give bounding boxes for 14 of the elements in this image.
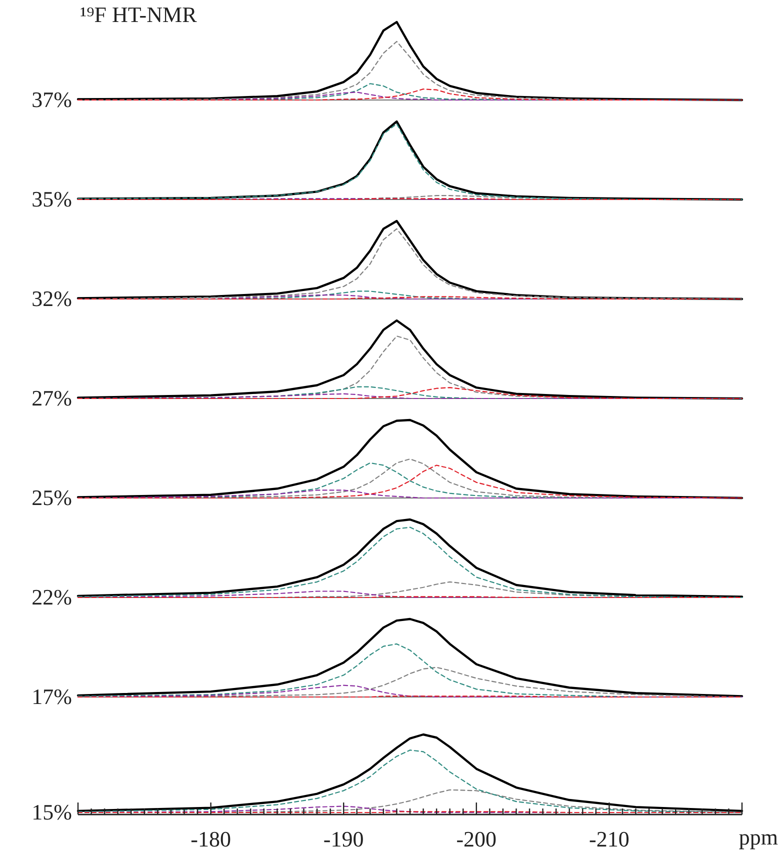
chart-title: ¹⁹F HT-NMR [80,2,198,27]
y-axis-title: 37% [32,87,72,112]
x-tick-label: -200 [456,826,497,852]
y-axis-title: 27% [32,386,72,410]
y-axis-title: 25% [32,485,72,510]
y-axis-title: 15% [32,800,72,824]
x-tick-label: -190 [323,826,364,852]
x-tick-label: -210 [589,826,630,852]
x-tick-label: -180 [190,826,231,852]
y-axis-title: 35% [32,186,72,212]
y-axis-title: 22% [32,584,72,610]
y-axis-title: 17% [32,684,72,709]
y-axis-title: 32% [32,286,72,311]
x-axis-title: ppm [738,824,778,850]
